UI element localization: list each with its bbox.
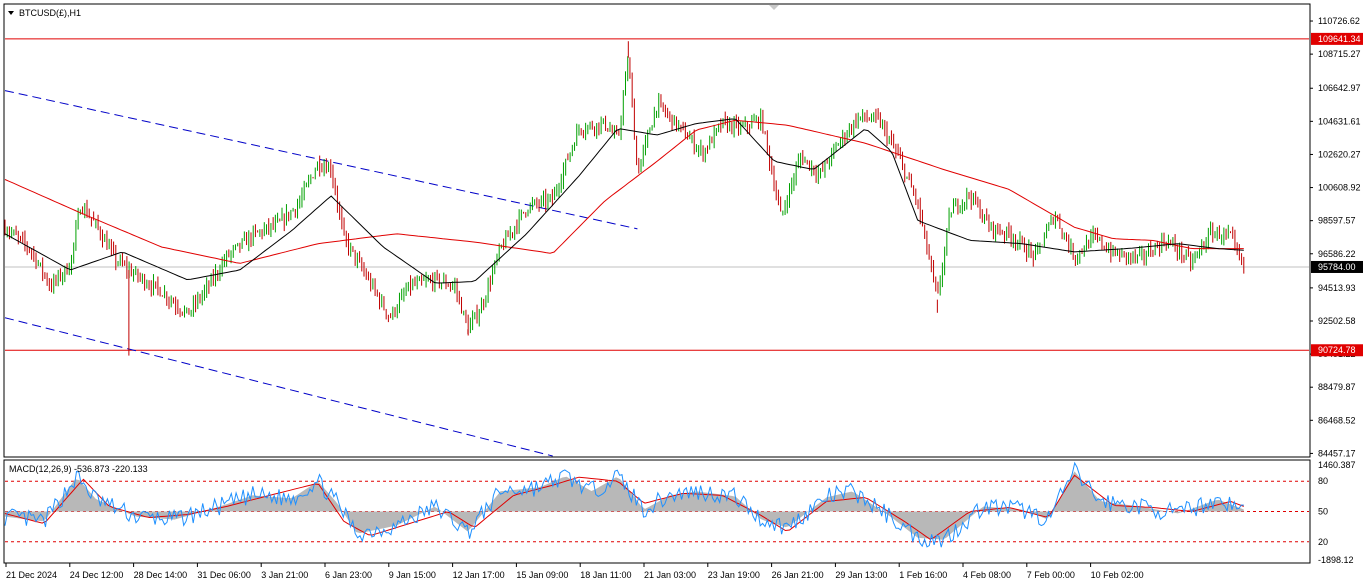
- time-tick-label: 24 Dec 12:00: [70, 570, 124, 580]
- price-tick-label: 110726.62: [1318, 16, 1360, 26]
- price-tick-label: 104631.61: [1318, 116, 1361, 126]
- macd-histogram: [5, 471, 1244, 540]
- level-tag-label: 109641.34: [1318, 34, 1361, 44]
- macd-title: MACD(12,26,9) -536.873 -220.133: [9, 464, 148, 474]
- macd-tick-label: 1460.387: [1318, 460, 1356, 470]
- macd-tick-label: -1898.12: [1318, 555, 1354, 565]
- time-tick-label: 6 Jan 23:00: [325, 570, 372, 580]
- scroll-marker-icon[interactable]: [769, 5, 779, 10]
- macd-main-line: [4, 461, 1244, 548]
- time-tick-label: 4 Feb 08:00: [963, 570, 1011, 580]
- macd-tick-label: 20: [1318, 537, 1328, 547]
- macd-tick-label: 50: [1318, 507, 1328, 517]
- time-tick-label: 21 Jan 03:00: [644, 570, 696, 580]
- level-tag-1: [1311, 344, 1363, 357]
- current-price-tag: [1311, 260, 1363, 273]
- time-axis: 21 Dec 2024 24 Dec 12:00 28 Dec 14:00 31 De…: [5, 563, 1144, 580]
- macd-axis: 1460.387 80 50 20 -1898.12: [1318, 460, 1356, 565]
- price-tick-label: 84457.17: [1318, 448, 1356, 458]
- price-panel[interactable]: [3, 3, 1311, 458]
- ma-slow-line: [4, 119, 1244, 264]
- level-tag-label: 90724.78: [1318, 345, 1356, 355]
- time-tick-label: 7 Feb 00:00: [1027, 570, 1075, 580]
- price-tick-label: 94513.93: [1318, 283, 1356, 293]
- price-tick-label: 86468.52: [1318, 415, 1356, 425]
- time-tick-label: 12 Jan 17:00: [453, 570, 505, 580]
- price-tick-label: 96586.22: [1318, 249, 1356, 259]
- price-axis: 110726.62 108715.27 106642.97 104631.61 1026…: [1310, 16, 1363, 458]
- channel-lower-line: [4, 317, 553, 457]
- time-tick-label: 9 Jan 15:00: [389, 570, 436, 580]
- macd-tick-label: 80: [1318, 476, 1328, 486]
- price-tick-label: 102620.27: [1318, 149, 1361, 159]
- ma-fast-line: [4, 118, 1244, 284]
- macd-layer: [4, 461, 1309, 548]
- price-tick-label: 106642.97: [1318, 83, 1361, 93]
- time-tick-label: 31 Dec 06:00: [197, 570, 251, 580]
- time-tick-label: 29 Jan 13:00: [835, 570, 887, 580]
- time-tick-label: 23 Jan 19:00: [708, 570, 760, 580]
- current-price-tag-label: 95784.00: [1318, 262, 1356, 272]
- time-tick-label: 1 Feb 16:00: [899, 570, 947, 580]
- time-tick-label: 18 Jan 11:00: [580, 570, 631, 580]
- time-tick-label: 10 Feb 02:00: [1091, 570, 1144, 580]
- candles: [4, 41, 1245, 356]
- time-tick-label: 15 Jan 09:00: [516, 570, 568, 580]
- symbol-dropdown-icon[interactable]: [8, 11, 14, 15]
- price-tick-label: 100608.92: [1318, 183, 1361, 193]
- price-tick-label: 88479.87: [1318, 382, 1356, 392]
- time-tick-label: 3 Jan 21:00: [261, 570, 308, 580]
- price-tick-label: 108715.27: [1318, 49, 1361, 59]
- time-tick-label: 21 Dec 2024: [6, 570, 57, 580]
- time-tick-label: 26 Jan 21:00: [772, 570, 824, 580]
- price-tick-label: 92502.58: [1318, 316, 1356, 326]
- level-tag-0: [1311, 32, 1363, 45]
- symbol-title: BTCUSD(£),H1: [19, 8, 81, 18]
- price-layer: [4, 38, 1309, 457]
- time-tick-label: 28 Dec 14:00: [134, 570, 188, 580]
- price-tick-label: 98597.57: [1318, 216, 1356, 226]
